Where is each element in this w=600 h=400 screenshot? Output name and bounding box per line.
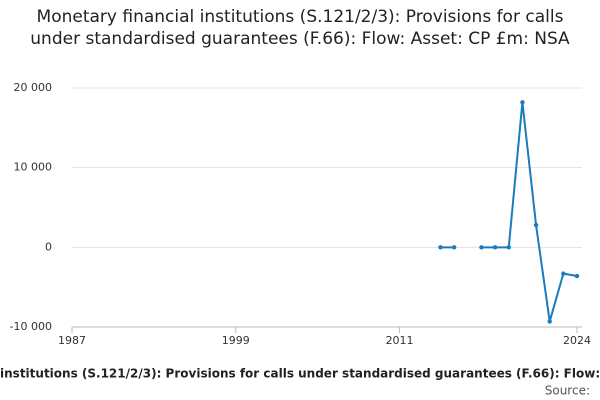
point: [492, 245, 498, 250]
point: [547, 319, 552, 324]
x-tick-label: 1999: [222, 334, 250, 347]
point: [479, 245, 484, 250]
chart-title: Monetary financial institutions (S.121/2…: [30, 7, 570, 49]
source: Source:: [545, 384, 590, 398]
series-line: [440, 102, 578, 322]
point: [561, 271, 566, 276]
point: [451, 245, 457, 250]
y-tick-label: 10 000: [14, 161, 53, 174]
y-tick-label: 20 000: [14, 81, 53, 94]
x-tick-label: 2011: [386, 334, 414, 347]
y-tick-label: 0: [45, 240, 52, 253]
x-tick-label: 2024: [563, 334, 591, 347]
point: [574, 273, 580, 279]
x-axis-label: Monetary financial institutions (S.121/2…: [0, 367, 600, 381]
point: [520, 100, 525, 105]
point: [506, 245, 511, 250]
y-tick-label: -10 000: [10, 320, 52, 333]
point: [438, 245, 443, 250]
point: [533, 222, 539, 228]
x-tick-label: 1987: [58, 334, 86, 347]
